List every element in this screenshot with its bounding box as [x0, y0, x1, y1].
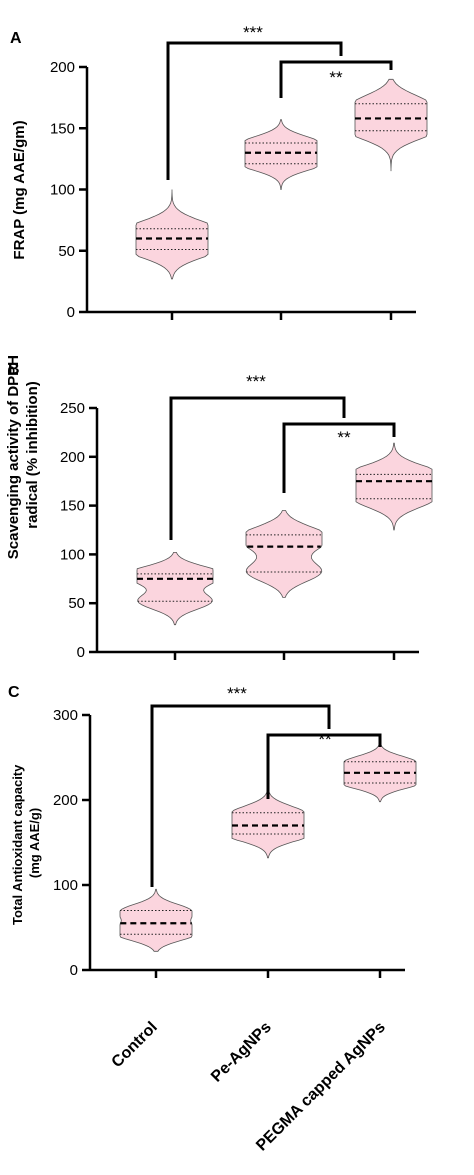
panel-b-ytick-label: 200	[60, 449, 85, 466]
panel-b-ytick-label: 250	[60, 400, 85, 417]
panel-b-violin-pegma	[355, 442, 433, 531]
panel-b-sig-label-inner: **	[337, 428, 351, 447]
panel-a-violin-control	[135, 189, 209, 280]
panel-a-sig-label-outer: ***	[243, 23, 263, 42]
panel-a-violin-pe-agnps	[244, 119, 318, 190]
category-label-pegma: PEGMA capped AgNPs	[253, 1019, 389, 1155]
panel-c-letter: C	[8, 684, 20, 701]
panel-b-violin-pe-agnps	[245, 510, 323, 598]
panel-b-ytick-label: 0	[77, 644, 85, 661]
panel-c-ytick-label: 200	[53, 792, 78, 809]
panel-c-sig-label-outer: ***	[227, 684, 247, 703]
panel-a-ytick-label: 100	[50, 182, 75, 199]
panel-b-bracket-inner	[282, 422, 396, 493]
panel-a-violin-pegma	[354, 78, 428, 172]
panel-c-ylabel-line1: Total Antioxidant capacity	[10, 764, 25, 925]
panel-c-bracket-outer	[150, 704, 331, 887]
panel-a-ytick-label: 50	[58, 243, 75, 260]
panel-a-bracket-outer	[166, 41, 343, 180]
category-label-control: Control	[109, 1019, 161, 1071]
panel-a-sig-label-inner: **	[329, 68, 343, 87]
panel-a-ytick-label: 200	[50, 59, 75, 76]
panel-b-ylabel-line1: Scavenging activity of DPPH	[5, 355, 22, 559]
panel-a-ylabel: FRAP (mg AAE/gm)	[11, 120, 28, 259]
panel-b-sig-label-outer: ***	[246, 372, 266, 391]
panel-b-ylabel-line2: radical (% inhibition)	[24, 381, 41, 529]
category-label-pe-agnps: Pe-AgNPs	[208, 1019, 275, 1086]
panel-c-ytick-label: 100	[53, 877, 78, 894]
panel-a-bracket-inner	[279, 60, 393, 98]
panel-c-ylabel-line2: (mg AAE/g)	[27, 808, 42, 878]
panel-b-ytick-label: 50	[68, 595, 85, 612]
panel-c-ylabel: Total Antioxidant capacity (mg AAE/g)	[10, 761, 42, 925]
panel-b-letter: B	[8, 361, 20, 378]
panel-b-bracket-outer	[169, 396, 346, 540]
panel-c-violin-control	[119, 888, 193, 952]
panel-a-ytick-label: 150	[50, 120, 75, 137]
panel-b-ylabel: Scavenging activity of DPPH radical (% i…	[5, 351, 41, 559]
panel-b-violin-control	[136, 552, 214, 626]
panel-b-ytick-label: 150	[60, 498, 85, 515]
panel-c-ytick-label: 300	[53, 707, 78, 724]
panel-c-sig-label-inner: **	[318, 730, 332, 749]
panel-c-ytick-label: 0	[70, 962, 78, 979]
panel-b-ytick-label: 100	[60, 546, 85, 563]
panel-a-letter: A	[10, 30, 22, 47]
panel-c-bracket-inner	[266, 733, 382, 799]
panel-a-ytick-label: 0	[67, 304, 75, 321]
